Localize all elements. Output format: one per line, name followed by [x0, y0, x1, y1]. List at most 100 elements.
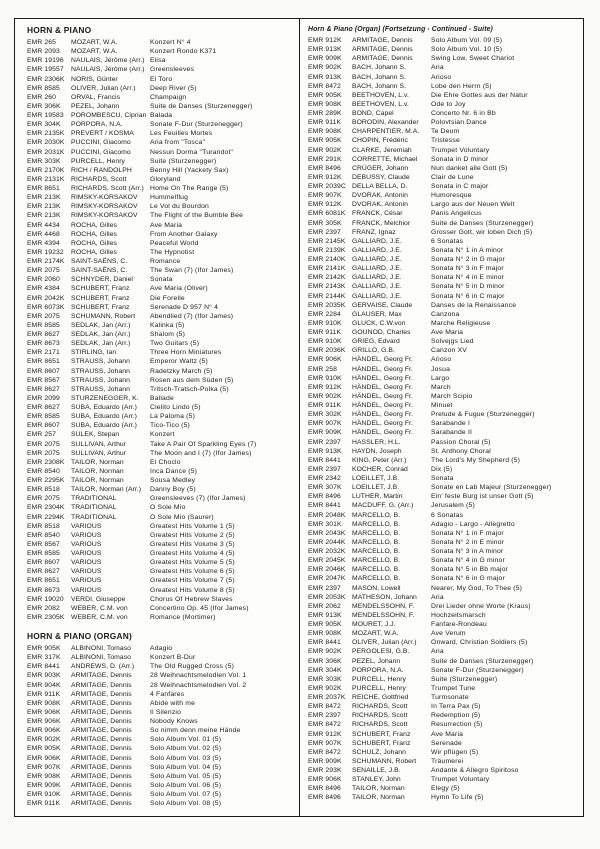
- composer-name: ARMITAGE, Dennis: [71, 763, 132, 771]
- catalog-row: EMR 902K CLARKE, Jeremiah Trumpet Voluntar…: [308, 146, 579, 155]
- emr-number: EMR 257: [27, 431, 57, 439]
- composer-name: RICH / RANDOLPH: [71, 166, 132, 174]
- catalog-row: EMR 908K ARMITAGE, Dennis Abide with me: [27, 699, 295, 708]
- composer-name: PURCELL, Henry: [352, 684, 406, 692]
- piece-title: Tritsch-Tratsch-Polka (5): [150, 385, 229, 393]
- composer-name: HÄNDEL, Georg Fr.: [352, 411, 413, 419]
- piece-title: Gloryland: [150, 175, 181, 183]
- emr-number: EMR 8441: [308, 639, 341, 647]
- catalog-row: EMR 2144K GALLIARD, J.E. Sonata N° 6 in C …: [308, 292, 579, 301]
- composer-name: SAINT-SAËNS, C.: [71, 267, 128, 275]
- piece-title: Sonata in D minor: [431, 155, 489, 163]
- composer-name: HÄNDEL, Georg Fr.: [352, 365, 413, 373]
- catalog-row: EMR 907K SCHUBERT, Franz Serenade: [308, 739, 579, 748]
- composer-name: ARMITAGE, Dennis: [71, 699, 132, 707]
- piece-title: Canzona: [431, 310, 460, 318]
- composer-name: MARCELLO, B.: [352, 575, 401, 583]
- piece-title: Sonata in C major: [431, 183, 489, 190]
- piece-title: Grosser Gott, wir loben Dich (5): [431, 228, 533, 236]
- piece-title: Greatest Hits Volume 2 (5): [150, 531, 235, 539]
- piece-title: Arioso: [431, 356, 452, 364]
- piece-title: Inca Dance (5): [150, 467, 198, 475]
- catalog-row: EMR 2306K NORIS, Günter El Toro: [27, 75, 295, 84]
- composer-name: VARIOUS: [71, 522, 102, 530]
- emr-number: EMR 906K: [27, 718, 61, 725]
- catalog-row: EMR 8627 STRAUSS, Johann Tritsch-Tratsch-P…: [27, 385, 295, 394]
- piece-title: Sonata: [431, 475, 454, 482]
- composer-name: RICHARDS, Scott: [352, 721, 408, 729]
- composer-name: FRANCK, Melchior: [352, 219, 411, 227]
- emr-number: EMR 19583: [27, 112, 64, 119]
- composer-name: ARMITAGE, Dennis: [71, 727, 132, 735]
- emr-number: EMR 301K: [308, 520, 342, 528]
- composer-name: ARMITAGE, Dennis: [352, 55, 413, 63]
- composer-name: HASSLER, H.L.: [352, 438, 401, 446]
- catalog-row: EMR 913K BACH, Johann S. Arioso: [308, 73, 579, 82]
- composer-name: TAILOR, Norman: [352, 785, 405, 793]
- composer-name: GRIEG, Edvard: [352, 338, 400, 346]
- emr-number: EMR 912K: [308, 383, 342, 391]
- piece-title: Sarabande II: [431, 429, 473, 437]
- piece-title: Clair de Lune: [431, 173, 474, 181]
- piece-title: Sonata: [150, 276, 173, 284]
- composer-name: LOEILLET, J.B.: [352, 475, 400, 482]
- catalog-row: EMR 2397 RICHARDS, Scott Redemption (5): [308, 711, 579, 720]
- composer-name: GALLIARD, J.E.: [352, 274, 402, 282]
- emr-number: EMR 8518: [27, 486, 60, 494]
- piece-title: Konzert B-Dur: [150, 654, 196, 662]
- emr-number: EMR 2075: [27, 495, 60, 503]
- emr-number: EMR 902K: [308, 146, 342, 154]
- catalog-row: EMR 913K ARMITAGE, Dennis Solo Album Vol. …: [308, 45, 579, 54]
- catalog-row: EMR 911K ARMITAGE, Dennis Solo Album Vol. …: [27, 799, 295, 808]
- composer-name: ROCHA, Gilles: [71, 230, 117, 238]
- emr-number: EMR 909K: [308, 757, 342, 765]
- emr-number: EMR 905K: [27, 745, 61, 753]
- emr-number: EMR 8567: [27, 376, 60, 384]
- catalog-row: EMR 2075 TRADITIONAL Greensleeves (7) (Ifo…: [27, 494, 295, 503]
- piece-title: Serenade: [431, 739, 462, 747]
- piece-title: Emperor Waltz (5): [150, 358, 208, 366]
- catalog-row: EMR 303K PURCELL, Henry Suite (Sturzenegge…: [308, 675, 579, 684]
- piece-title: Marche Religieuse: [431, 319, 491, 327]
- catalog-row: EMR 907K HÄNDEL, Georg Fr. Sarabande I: [308, 419, 579, 428]
- catalog-row: EMR 2145K GALLIARD, J.E. 6 Sonatas: [308, 237, 579, 246]
- composer-name: ARMITAGE, Dennis: [71, 800, 132, 808]
- piece-title: Elisa: [150, 57, 166, 65]
- piece-title: Le Vol du Bourdon: [150, 203, 209, 211]
- piece-title: Largo: [431, 374, 450, 382]
- emr-number: EMR 903K: [27, 672, 61, 680]
- emr-number: EMR 2305K: [27, 613, 65, 621]
- emr-number: EMR 2170K: [27, 166, 65, 174]
- composer-name: ARMITAGE, Dennis: [352, 46, 413, 54]
- emr-number: EMR 8651: [27, 358, 60, 366]
- composer-name: CORRETTE, Michael: [352, 155, 418, 163]
- emr-number: EMR 913K: [308, 46, 342, 54]
- emr-number: EMR 213K: [27, 194, 61, 202]
- catalog-row: EMR 2397 KOCHER, Conrad Dix (5): [308, 465, 579, 474]
- catalog-row: EMR 906K ARMITAGE, Dennis Solo Album Vol. …: [27, 754, 295, 763]
- catalog-row: EMR 8496 CRÜGER, Johann Nun danket alle Go…: [308, 164, 579, 173]
- composer-name: VERDI, Giuseppe: [71, 595, 126, 603]
- composer-name: TAILOR, Norman: [71, 477, 124, 484]
- piece-title: Sonata N° 5 in Bb major: [431, 566, 509, 574]
- composer-name: BOND, Capel: [352, 110, 394, 117]
- composer-name: NAULAIS, Jérôme (Arr.): [71, 57, 145, 65]
- composer-name: GOUNOD, Charles: [352, 329, 411, 336]
- composer-name: MOURET, J.J.: [352, 621, 396, 628]
- piece-title: The Lord's My Shepherd (5): [431, 456, 521, 464]
- piece-title: Drei Lieder ohne Worte (Kraus): [431, 602, 531, 610]
- catalog-row: EMR 8441 MACDUFF, G. (Arr.) Jerusalem (5): [308, 501, 579, 510]
- piece-title: Nun danket alle Gott (5): [431, 164, 508, 172]
- catalog-row: EMR 906K ARMITAGE, Dennis Nobody Knows: [27, 717, 295, 726]
- catalog-row: EMR 2135K PREVERT / KOSMA Les Feuilles Mor…: [27, 129, 295, 138]
- emr-number: EMR 2140K: [308, 256, 346, 263]
- piece-title: Abendlied (7) (Ifor James): [150, 312, 234, 320]
- composer-name: DEBUSSY, Claude: [352, 173, 410, 181]
- piece-title: Aria: [431, 593, 444, 601]
- emr-number: EMR 8518: [27, 522, 60, 530]
- piece-title: So nimm denn meine Hände: [150, 727, 241, 735]
- composer-name: RICHARDS, Scott: [352, 703, 408, 711]
- catalog-row: EMR 8496 TAILOR, Norman Hymn To Life (5): [308, 793, 579, 802]
- emr-number: EMR 8651: [27, 577, 60, 585]
- catalog-row: EMR 8607 SUBA, Eduardo (Arr.) Tico-Tico (5…: [27, 421, 295, 430]
